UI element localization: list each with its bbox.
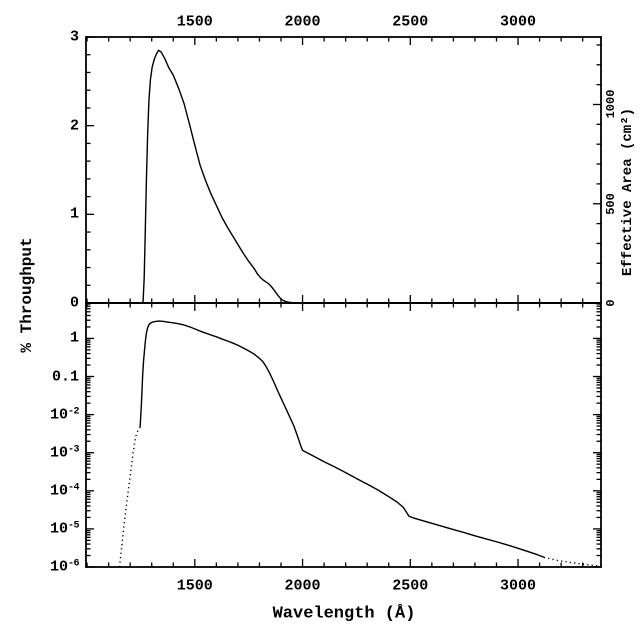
exponent: -2 <box>67 406 80 418</box>
exponent: -4 <box>67 482 80 494</box>
top-panel-frame <box>85 36 602 304</box>
x-tick-label-bottom: 2000 <box>284 577 321 595</box>
y-tick-label-effective-area: 1000 <box>604 90 618 119</box>
y-axis-title-left: % Throughput <box>18 237 36 353</box>
bottom-extrapolation-long-wavelength-curve <box>543 556 602 567</box>
bottom-throughput-log-curve <box>139 320 545 558</box>
y-tick-label-effective-area: 0 <box>604 299 618 307</box>
y-tick-label-log: 10-3 <box>49 444 80 462</box>
y-tick-label-percent: 0 <box>69 294 79 312</box>
y-tick-label-log: 10-6 <box>49 558 80 576</box>
x-tick-label-top: 1500 <box>176 13 213 31</box>
exponent: -5 <box>67 520 80 532</box>
y-tick-label-log: 10-2 <box>49 406 80 424</box>
y-tick-label-effective-area: 500 <box>604 192 618 215</box>
x-tick-label-bottom: 1500 <box>176 577 213 595</box>
x-tick-label-top: 2000 <box>284 13 321 31</box>
y-tick-label-log: 10-4 <box>49 482 80 500</box>
x-tick-label-bottom: 3000 <box>500 577 537 595</box>
exponent: -6 <box>67 558 80 570</box>
x-tick-label-top: 2500 <box>392 13 429 31</box>
axis-ticks <box>86 36 601 568</box>
top-panel-curves <box>86 49 601 304</box>
y-tick-label-percent: 1 <box>69 205 79 223</box>
panel-frames <box>85 36 602 568</box>
top-throughput-linear-curve <box>86 49 601 304</box>
y-tick-label-log: 0.1 <box>51 368 79 385</box>
bottom-panel-curves <box>118 320 602 568</box>
x-tick-label-top: 3000 <box>500 13 537 31</box>
x-axis-title: Wavelength (Å) <box>272 604 416 624</box>
exponent: -3 <box>67 444 80 456</box>
y-axis-title-right: Effective Area (cm²) <box>620 107 636 277</box>
bottom-panel-frame <box>85 302 602 568</box>
y-tick-label-log: 1 <box>69 329 79 347</box>
bottom-extrapolation-short-wavelength-curve <box>118 427 141 568</box>
x-tick-label-bottom: 2500 <box>392 577 429 595</box>
y-tick-label-percent: 3 <box>69 28 79 46</box>
y-tick-label-log: 10-5 <box>49 520 80 538</box>
y-tick-label-percent: 2 <box>69 117 79 135</box>
